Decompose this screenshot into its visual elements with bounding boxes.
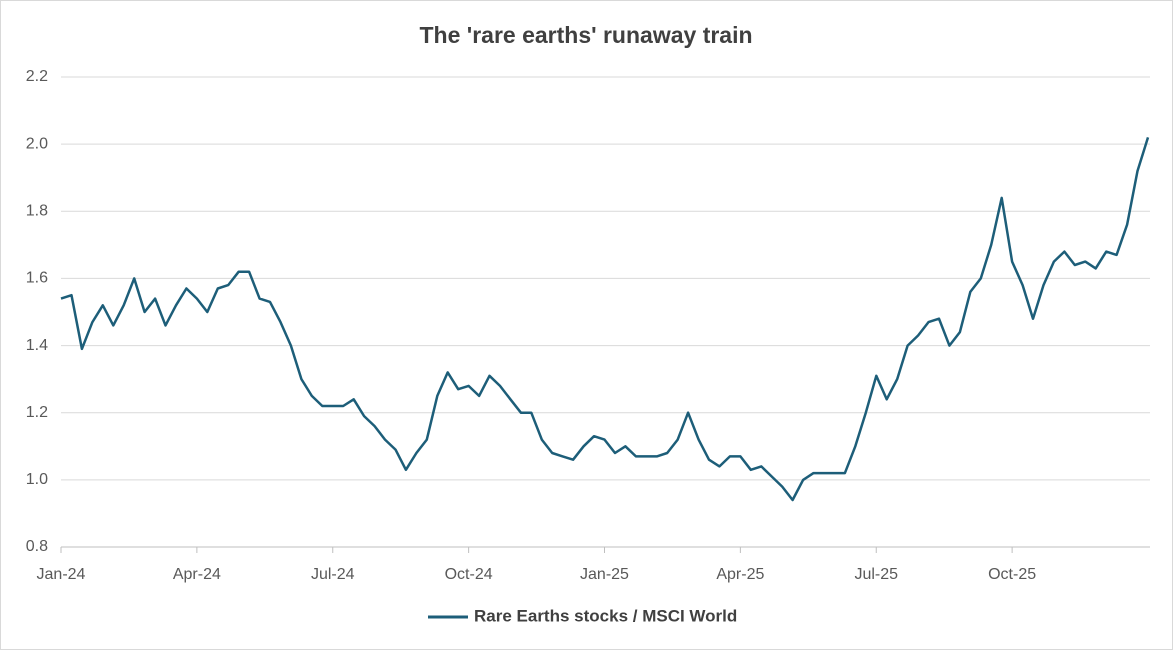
legend-label: Rare Earths stocks / MSCI World: [474, 606, 737, 625]
y-tick-label: 2.0: [26, 135, 48, 152]
x-tick-label: Jul-25: [854, 566, 898, 583]
y-tick-label: 2.2: [26, 68, 48, 85]
x-tick-label: Jul-24: [311, 566, 355, 583]
chart-title: The 'rare earths' runaway train: [419, 22, 752, 48]
x-tick-label: Jan-24: [37, 566, 86, 583]
x-tick-label: Jan-25: [580, 566, 629, 583]
y-tick-label: 1.2: [26, 404, 48, 421]
x-tick-label: Apr-24: [173, 566, 221, 583]
x-tick-label: Apr-25: [716, 566, 764, 583]
x-tick-label: Oct-25: [988, 566, 1036, 583]
x-tick-label: Oct-24: [445, 566, 493, 583]
y-tick-label: 0.8: [26, 538, 48, 555]
y-tick-label: 1.4: [26, 337, 48, 354]
y-tick-label: 1.6: [26, 270, 48, 287]
data-line: [60, 137, 1150, 502]
y-tick-label: 1.0: [26, 471, 48, 488]
y-tick-label: 1.8: [26, 203, 48, 220]
